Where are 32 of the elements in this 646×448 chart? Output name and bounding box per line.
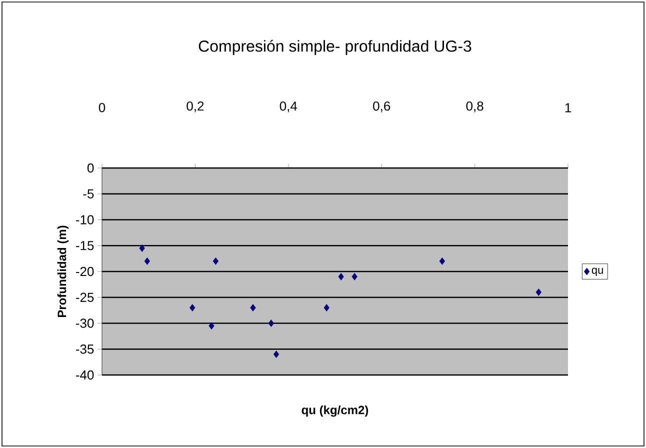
point xyxy=(212,257,219,265)
x-tick-label: 0,8 xyxy=(466,101,484,112)
y-tick-label: -35 xyxy=(76,344,94,354)
y-tick-label: -10 xyxy=(76,215,94,224)
point xyxy=(439,257,446,265)
point xyxy=(144,257,150,265)
point xyxy=(190,304,196,312)
y-axis-title: Profundidad (m) xyxy=(57,226,69,318)
y-tick-label: -15 xyxy=(76,241,94,250)
point xyxy=(536,288,542,296)
point xyxy=(268,320,274,327)
y-tick-label: 0 xyxy=(87,163,94,173)
x-tick-label: 0 xyxy=(98,102,106,112)
point xyxy=(324,304,330,312)
legend-label: qu xyxy=(592,268,603,276)
point xyxy=(250,304,256,312)
x-tick-label: 0,6 xyxy=(373,101,390,112)
x-tick-label: 0,4 xyxy=(280,101,298,112)
y-tick-label: -25 xyxy=(76,292,94,302)
chart-title: Compresión simple- profundidad UG-3 xyxy=(198,40,472,55)
x-tick-label: 0,2 xyxy=(186,101,204,112)
y-tick-label: -5 xyxy=(83,189,94,198)
point xyxy=(208,322,214,330)
y-tick-label: -40 xyxy=(76,370,94,380)
point xyxy=(352,272,358,280)
point xyxy=(139,244,145,252)
y-tick-label: -20 xyxy=(76,266,94,276)
x-axis-title: qu (kg/cm2) xyxy=(302,405,368,417)
y-tick-label: -30 xyxy=(76,318,94,328)
x-tick-label: 1 xyxy=(565,103,571,112)
point xyxy=(273,350,280,358)
point xyxy=(338,272,344,280)
